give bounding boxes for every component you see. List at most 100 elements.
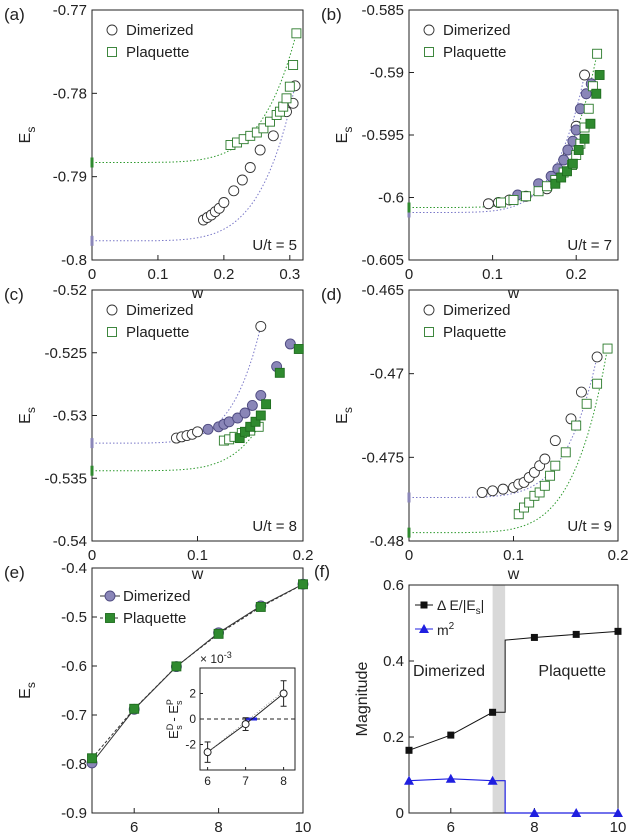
region-label-dimerized: Dimerized (413, 663, 485, 680)
legend-delta-label: Δ E/|Es| (437, 597, 484, 617)
x-axis-label: w (191, 566, 204, 583)
delta-e-line (408, 630, 619, 751)
delta-e-point (614, 627, 622, 635)
plaquette-point (533, 186, 544, 197)
plot-frame (408, 289, 619, 542)
x-tick-label: 0.2 (566, 266, 587, 283)
plaquette-extrapolated-mark (407, 202, 411, 213)
dimerized-point (218, 197, 230, 208)
y-tick-label: -0.5 (61, 609, 87, 626)
legend-plaquette-marker (105, 613, 115, 623)
plaquette-point (284, 81, 295, 92)
legend-plaquette-label: Plaquette (126, 44, 189, 61)
dimerized-point (284, 338, 296, 350)
difference-point (203, 748, 212, 757)
plaquette-point (293, 344, 304, 354)
transition-band (492, 585, 506, 813)
m2-point (445, 773, 456, 783)
inset-x-tick-label: 6 (204, 774, 211, 788)
m2-point (487, 775, 498, 785)
plaquette-line (91, 583, 304, 759)
x-axis-label: w (191, 285, 204, 302)
plaquette-point (278, 101, 289, 112)
plaquette-point (592, 378, 603, 389)
plaquette-point (524, 497, 535, 508)
panel-tag: (b) (321, 5, 342, 24)
dimerized-point (228, 185, 240, 197)
dimerized-extrapolated-mark (90, 235, 94, 246)
plaquette-point (521, 191, 531, 202)
inset-y-axis-label: EDs - EPs (165, 699, 184, 739)
plaquette-point (534, 487, 545, 498)
y-axis-label: Es (17, 127, 38, 144)
plaquette-point (556, 172, 567, 183)
plaquette-point (602, 343, 613, 354)
panel-tag: (f) (314, 562, 330, 581)
dimerized-point (580, 88, 592, 100)
legend-dimerized-label: Dimerized (126, 302, 194, 319)
plaquette-point (496, 197, 506, 208)
x-tick-label: 0 (88, 266, 96, 283)
panel-tag: (d) (321, 285, 342, 304)
m2-point (529, 808, 540, 817)
dimerized-extrapolated-mark (407, 492, 411, 503)
plaquette-point (592, 48, 603, 59)
y-tick-label: -0.9 (61, 805, 87, 822)
plaquette-point (545, 470, 556, 481)
x-tick-label: 8 (530, 819, 538, 836)
y-tick-label: 0.2 (383, 729, 404, 746)
x-tick-label: 6 (130, 819, 138, 836)
delta-e-point (530, 633, 538, 641)
dimerized-fit-curve (92, 85, 296, 242)
dimerized-point (476, 487, 488, 498)
legend-dimerized-label: Dimerized (443, 22, 511, 39)
plaquette-point (513, 509, 524, 520)
annotation-ut: U/t = 7 (567, 237, 612, 254)
m2-point (613, 808, 623, 817)
legend-anchor (415, 597, 416, 637)
y-tick-label: -0.4 (61, 560, 87, 577)
dimerized-point (575, 386, 587, 398)
y-tick-label: -0.535 (44, 470, 87, 487)
plaquette-point (541, 181, 552, 192)
plaquette-point (581, 398, 592, 409)
legend-plaquette-marker (107, 327, 117, 337)
annotation-ut: U/t = 8 (252, 518, 297, 535)
plaquette-point (583, 103, 594, 114)
plaquette-point (274, 367, 285, 378)
plaquette-point (213, 628, 224, 639)
legend-dimerized-label: Dimerized (123, 588, 191, 605)
dimerized-point (255, 320, 267, 332)
y-tick-label: -0.7 (61, 707, 87, 724)
x-axis-label: w (507, 285, 520, 302)
plaquette-point (250, 416, 261, 427)
legend-dimerized-marker (106, 24, 118, 36)
plaquette-point (550, 178, 561, 189)
m2-line (408, 778, 618, 814)
dimerized-point (591, 351, 603, 363)
y-tick-label: -0.78 (53, 85, 87, 102)
y-tick-label: -0.6 (61, 658, 87, 675)
plaquette-point (591, 88, 602, 99)
legend-plaquette-label: Plaquette (126, 324, 189, 341)
y-tick-label: -0.6 (378, 190, 404, 207)
dimerized-point (192, 426, 203, 438)
plaquette-point (585, 118, 596, 129)
x-tick-label: 0 (405, 266, 413, 283)
plaquette-fit-curve (92, 426, 260, 472)
dimerized-point (236, 174, 248, 186)
inset-scale: × 10-3 (200, 650, 232, 666)
dimerized-point (232, 412, 244, 424)
legend-plaquette-label: Plaquette (123, 610, 186, 627)
plaquette-fit-curve (92, 33, 297, 163)
dimerized-extrapolated-mark (90, 438, 94, 449)
plaquette-point (519, 502, 529, 513)
plot-frame (91, 567, 304, 814)
legend-dimerized-marker (423, 24, 435, 36)
legend-dimerized-label: Dimerized (443, 302, 511, 319)
plaquette-point (281, 93, 292, 104)
y-tick-label: -0.8 (61, 252, 87, 269)
panel-tag: (a) (4, 5, 25, 24)
plaquette-point (594, 70, 605, 80)
